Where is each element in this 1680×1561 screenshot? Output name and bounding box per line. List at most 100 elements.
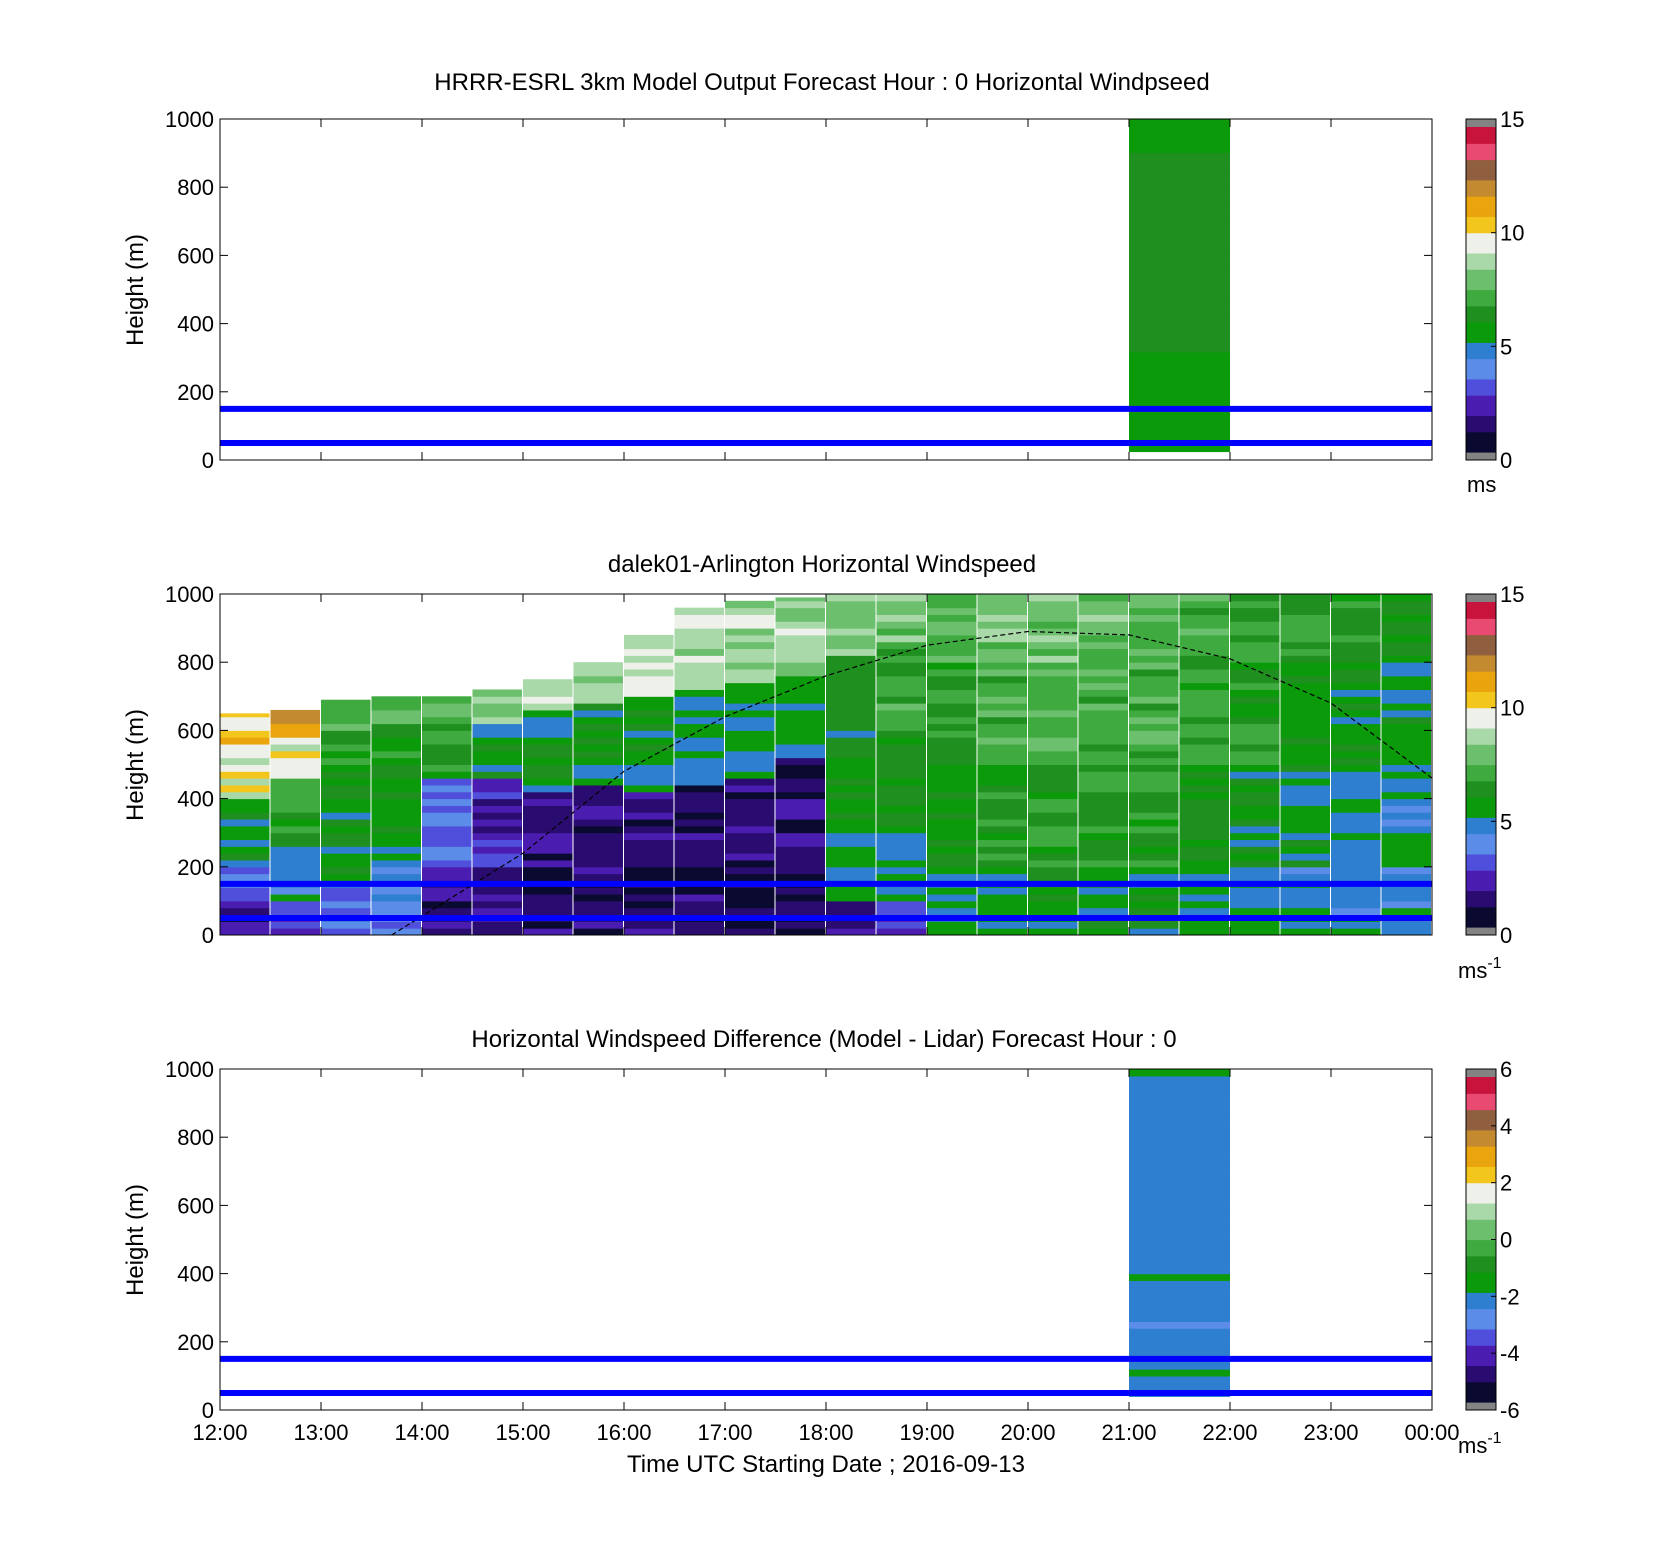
heatmap-cell (472, 798, 522, 806)
heatmap-cell (573, 669, 623, 677)
heatmap-cell (1129, 1382, 1230, 1391)
heatmap-cell (977, 662, 1027, 670)
heatmap-cell (1230, 703, 1280, 711)
heatmap-cell (270, 764, 320, 772)
panel-difference-colorbar: -6 -4 -2 0 2 4 6 (1465, 1057, 1520, 1423)
colorbar-swatch (1466, 252, 1496, 258)
colorbar-swatch (1466, 443, 1496, 449)
heatmap-cell (573, 819, 623, 827)
heatmap-cell (422, 798, 472, 806)
heatmap-cell (725, 778, 775, 786)
heatmap-cell (927, 812, 977, 820)
heatmap-cell (321, 744, 371, 752)
colorbar-swatch (1466, 1349, 1496, 1354)
colorbar-swatch (1466, 740, 1496, 745)
heatmap-cell (624, 662, 674, 670)
heatmap-cell (472, 873, 522, 881)
heatmap-cell (826, 709, 876, 718)
colorbar-swatch (1466, 309, 1496, 315)
colorbar-overflow (1466, 119, 1496, 127)
colorbar-swatch (1466, 387, 1496, 392)
heatmap-cell (1230, 873, 1280, 881)
heatmap-cell (220, 825, 270, 834)
heatmap-cell (1078, 696, 1128, 704)
colorbar-swatch (1466, 1332, 1496, 1338)
colorbar-swatch (1466, 317, 1496, 323)
colorbar-swatch (1466, 334, 1496, 339)
heatmap-cell (1129, 737, 1179, 745)
heatmap-cell (1179, 866, 1229, 875)
heatmap-cell (1179, 832, 1229, 841)
heatmap-cell (1129, 600, 1179, 609)
heatmap-cell (523, 873, 573, 881)
heatmap-cell (1028, 689, 1078, 697)
heatmap-cell (624, 737, 674, 745)
heatmap-cell (1028, 832, 1078, 841)
colorbar-swatch (1466, 382, 1496, 388)
heatmap-cell (1129, 900, 1179, 909)
heatmap-cell (1230, 907, 1280, 916)
heatmap-cell (1129, 1089, 1230, 1097)
colorbar-swatch (1466, 419, 1496, 425)
heatmap-cell (1129, 1225, 1230, 1234)
heatmap-cell (1280, 825, 1330, 834)
y-tick-label: 200 (177, 380, 214, 405)
heatmap-cell (1230, 675, 1280, 684)
heatmap-cell (725, 825, 775, 834)
heatmap-cell (1129, 1123, 1230, 1131)
heatmap-cell (725, 669, 775, 677)
heatmap-cell (674, 730, 724, 738)
colorbar-swatch (1466, 1263, 1496, 1269)
heatmap-cell (927, 846, 977, 854)
heatmap-cell (1129, 791, 1179, 800)
colorbar-swatch (1466, 683, 1496, 688)
heatmap-cell (826, 819, 876, 827)
heatmap-cell (674, 703, 724, 711)
panel-lidar-colorbar-unit: ms-1 (1458, 955, 1502, 983)
heatmap-cell (422, 703, 472, 711)
heatmap-cell (270, 894, 320, 902)
heatmap-cell (826, 921, 876, 929)
heatmap-cell (1230, 628, 1280, 636)
heatmap-cell (1381, 675, 1431, 684)
heatmap-cell (977, 805, 1027, 813)
heatmap-cell (220, 907, 270, 916)
heatmap-cell (826, 757, 876, 765)
heatmap-cell (220, 900, 270, 909)
heatmap-cell (826, 778, 876, 786)
colorbar-swatch (1466, 212, 1496, 217)
y-tick-label: 400 (177, 1262, 214, 1287)
heatmap-cell (977, 682, 1027, 690)
colorbar-swatch (1466, 313, 1496, 319)
heatmap-cell (1230, 730, 1280, 738)
colorbar-swatch (1466, 1194, 1496, 1200)
heatmap-cell (371, 805, 421, 813)
heatmap-cell (371, 832, 421, 841)
heatmap-cell (1381, 655, 1431, 663)
colorbar-swatch (1466, 662, 1496, 668)
heatmap-cell (472, 764, 522, 772)
colorbar-swatch (1466, 707, 1496, 713)
heatmap-cell (977, 839, 1027, 847)
panel-model: HRRR-ESRL 3km Model Output Forecast Hour… (122, 69, 1524, 497)
heatmap-cell (1179, 600, 1229, 609)
colorbar-swatch (1466, 1373, 1496, 1379)
heatmap-cell (775, 819, 825, 827)
heatmap-cell (472, 839, 522, 847)
heatmap-cell (674, 771, 724, 779)
heatmap-cell (725, 866, 775, 875)
panel-model-y-label: Height (m) (122, 234, 149, 346)
heatmap-cell (1078, 900, 1128, 909)
heatmap-cell (725, 648, 775, 656)
colorbar-swatch (1466, 862, 1496, 867)
heatmap-cell (1129, 1212, 1230, 1220)
colorbar-swatch (1466, 151, 1496, 157)
heatmap-cell (1179, 607, 1229, 615)
heatmap-cell (977, 832, 1027, 841)
heatmap-cell (270, 784, 320, 793)
heatmap-cell (1078, 709, 1128, 718)
colorbar-swatch (1466, 1089, 1496, 1094)
heatmap-cell (573, 805, 623, 813)
heatmap-cell (422, 784, 472, 793)
heatmap-cell (573, 689, 623, 697)
